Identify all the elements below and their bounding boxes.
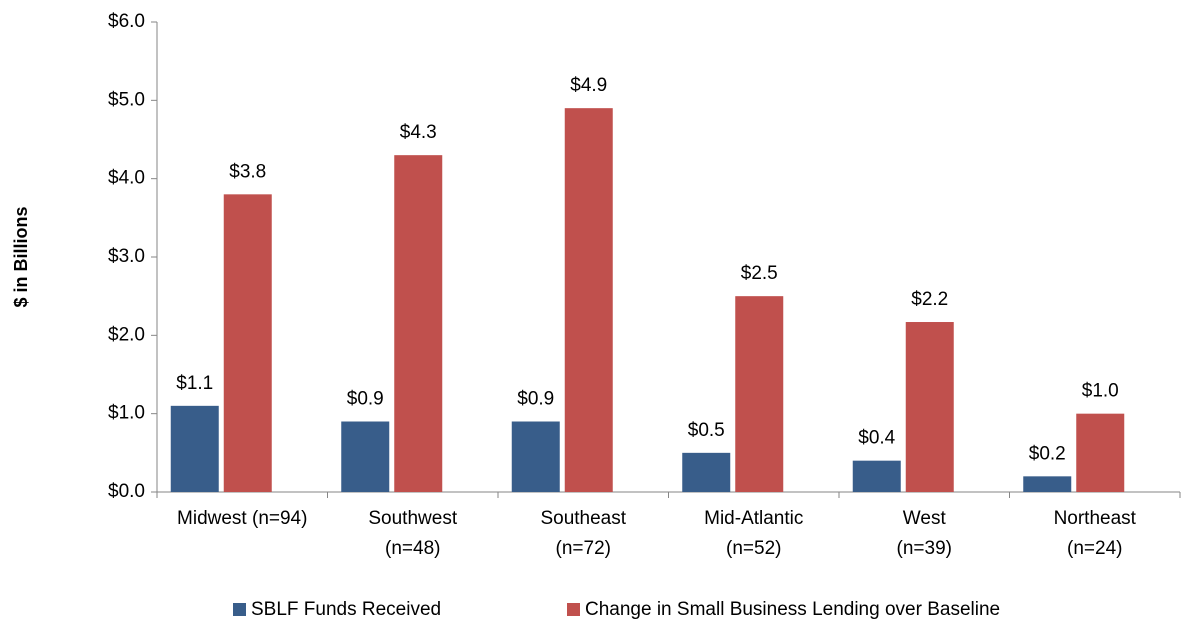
bar bbox=[394, 155, 443, 492]
data-label: $0.9 bbox=[347, 389, 384, 410]
data-label: $2.5 bbox=[741, 263, 778, 284]
x-tick-label: Midwest (n=94) bbox=[177, 508, 308, 529]
bar bbox=[341, 421, 390, 492]
data-label: $0.2 bbox=[1029, 443, 1066, 464]
x-tick-label: Northeast (n=24) bbox=[1053, 508, 1136, 559]
y-tick-label: $4.0 bbox=[108, 168, 145, 189]
y-tick-label: $5.0 bbox=[108, 89, 145, 110]
data-label: $0.5 bbox=[688, 420, 725, 441]
legend-label: Change in Small Business Lending over Ba… bbox=[585, 599, 1000, 620]
bar bbox=[511, 421, 560, 492]
x-tick-label: Mid-Atlantic (n=52) bbox=[704, 508, 804, 559]
x-tick-label: Southeast (n=72) bbox=[540, 508, 627, 559]
bar bbox=[735, 296, 784, 492]
bar bbox=[170, 405, 219, 492]
bar bbox=[223, 194, 272, 493]
data-label: $1.1 bbox=[176, 373, 213, 394]
legend-label: SBLF Funds Received bbox=[251, 599, 441, 620]
x-tick-label: Southwest (n=48) bbox=[368, 508, 458, 559]
data-label: $4.3 bbox=[400, 122, 437, 143]
bar bbox=[852, 460, 901, 492]
bar bbox=[564, 108, 613, 493]
bar bbox=[905, 322, 954, 492]
data-label: $2.2 bbox=[911, 289, 948, 310]
data-label: $0.9 bbox=[517, 389, 554, 410]
y-tick-label: $1.0 bbox=[108, 403, 145, 424]
y-tick-label: $2.0 bbox=[108, 324, 145, 345]
data-label: $4.9 bbox=[570, 75, 607, 96]
y-axis-label: $ in Billions bbox=[11, 206, 31, 307]
y-tick-label: $0.0 bbox=[108, 481, 145, 502]
data-label: $3.8 bbox=[229, 161, 266, 182]
y-tick-label: $3.0 bbox=[108, 246, 145, 267]
legend-swatch bbox=[567, 603, 580, 616]
bar bbox=[682, 452, 731, 492]
bar bbox=[1076, 413, 1125, 492]
x-tick-label: West (n=39) bbox=[896, 508, 952, 559]
bar bbox=[1023, 476, 1072, 492]
legend-swatch bbox=[233, 603, 246, 616]
y-tick-label: $6.0 bbox=[108, 11, 145, 32]
data-label: $1.0 bbox=[1082, 381, 1119, 402]
data-label: $0.4 bbox=[858, 428, 895, 449]
